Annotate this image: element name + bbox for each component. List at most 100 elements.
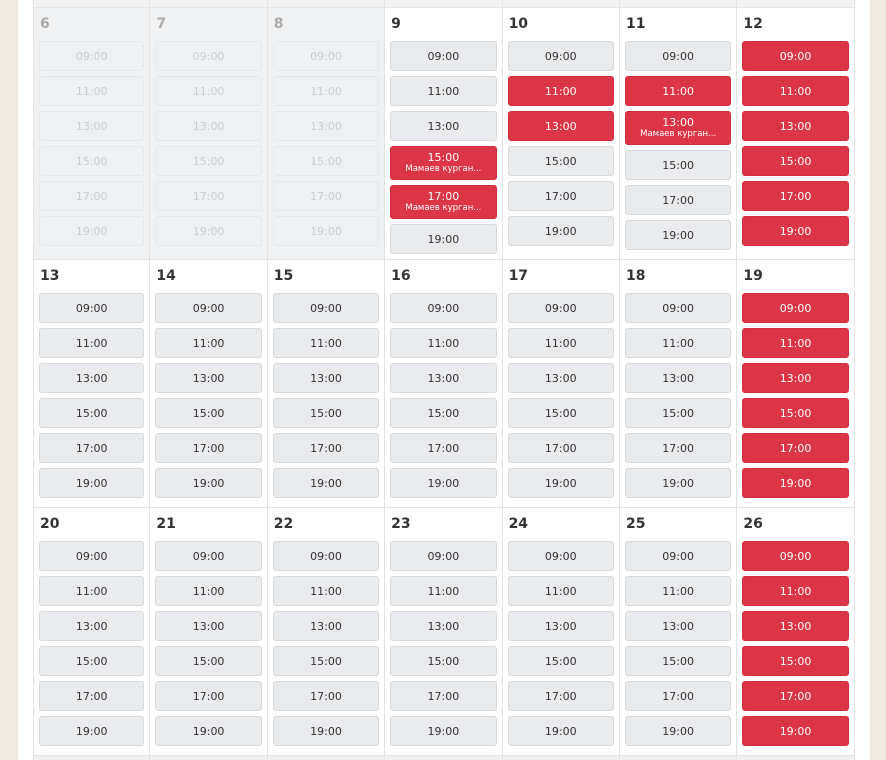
- time-slot[interactable]: 15:00: [742, 646, 849, 676]
- time-slot[interactable]: 15:00: [507, 398, 614, 428]
- time-slot[interactable]: 09:00: [155, 541, 262, 571]
- time-slot[interactable]: 17:00: [742, 681, 849, 711]
- time-slot[interactable]: 09:00: [507, 41, 614, 71]
- time-slot[interactable]: 15:00: [624, 398, 732, 428]
- time-slot[interactable]: 17:00: [155, 433, 262, 463]
- time-slot[interactable]: 17:00: [272, 433, 380, 463]
- time-slot[interactable]: 17:00: [507, 681, 614, 711]
- time-slot[interactable]: 19:00: [624, 716, 732, 746]
- time-slot[interactable]: 17:00: [39, 433, 145, 463]
- time-slot[interactable]: 17:00: [39, 681, 145, 711]
- time-slot[interactable]: 13:00: [390, 363, 497, 393]
- time-slot[interactable]: 09:00: [624, 541, 732, 571]
- time-slot[interactable]: 17:00 Мамаев курган...: [390, 185, 497, 219]
- time-slot[interactable]: 11:00: [507, 76, 614, 106]
- time-slot[interactable]: 09:00: [507, 541, 614, 571]
- time-slot[interactable]: 19:00: [155, 716, 262, 746]
- time-slot[interactable]: 13:00: [624, 363, 732, 393]
- time-slot[interactable]: 19:00: [507, 216, 614, 246]
- time-slot[interactable]: 15:00 Мамаев курган...: [390, 146, 497, 180]
- time-slot[interactable]: 17:00: [742, 433, 849, 463]
- time-slot[interactable]: 13:00: [155, 363, 262, 393]
- time-slot[interactable]: 15:00: [272, 646, 380, 676]
- time-slot[interactable]: 19:00: [742, 468, 849, 498]
- time-slot[interactable]: 11:00: [507, 576, 614, 606]
- time-slot[interactable]: 11:00: [624, 76, 732, 106]
- time-slot[interactable]: 09:00: [272, 293, 380, 323]
- time-slot[interactable]: 15:00: [390, 646, 497, 676]
- time-slot[interactable]: 09:00: [390, 293, 497, 323]
- time-slot[interactable]: 17:00: [742, 181, 849, 211]
- time-slot[interactable]: 11:00: [624, 328, 732, 358]
- time-slot[interactable]: 15:00: [272, 398, 380, 428]
- time-slot[interactable]: 13:00: [507, 611, 614, 641]
- time-slot[interactable]: 15:00: [742, 146, 849, 176]
- time-slot[interactable]: 11:00: [155, 576, 262, 606]
- time-slot[interactable]: 19:00: [390, 224, 497, 254]
- time-slot[interactable]: 13:00: [507, 111, 614, 141]
- time-slot[interactable]: 09:00: [742, 541, 849, 571]
- time-slot[interactable]: 19:00: [742, 716, 849, 746]
- time-slot[interactable]: 19:00: [272, 716, 380, 746]
- time-slot[interactable]: 11:00: [624, 576, 732, 606]
- time-slot[interactable]: 11:00: [390, 576, 497, 606]
- time-slot[interactable]: 15:00: [624, 150, 732, 180]
- time-slot[interactable]: 09:00: [624, 293, 732, 323]
- time-slot[interactable]: 13:00: [272, 363, 380, 393]
- time-slot[interactable]: 09:00: [272, 541, 380, 571]
- time-slot[interactable]: 19:00: [624, 220, 732, 250]
- time-slot[interactable]: 09:00: [155, 293, 262, 323]
- time-slot[interactable]: 19:00: [390, 716, 497, 746]
- time-slot[interactable]: 15:00: [390, 398, 497, 428]
- time-slot[interactable]: 11:00: [390, 328, 497, 358]
- time-slot[interactable]: 11:00: [390, 76, 497, 106]
- time-slot[interactable]: 11:00: [272, 576, 380, 606]
- time-slot[interactable]: 17:00: [390, 681, 497, 711]
- time-slot[interactable]: 13:00: [155, 611, 262, 641]
- time-slot[interactable]: 19:00: [507, 716, 614, 746]
- time-slot[interactable]: 17:00: [155, 681, 262, 711]
- time-slot[interactable]: 13:00 Мамаев курган...: [624, 111, 732, 145]
- time-slot[interactable]: 17:00: [507, 181, 614, 211]
- time-slot[interactable]: 11:00: [507, 328, 614, 358]
- time-slot[interactable]: 15:00: [624, 646, 732, 676]
- time-slot[interactable]: 13:00: [742, 363, 849, 393]
- time-slot[interactable]: 11:00: [39, 328, 145, 358]
- time-slot[interactable]: 09:00: [624, 41, 732, 71]
- time-slot[interactable]: 11:00: [155, 328, 262, 358]
- time-slot[interactable]: 09:00: [507, 293, 614, 323]
- time-slot[interactable]: 19:00: [742, 216, 849, 246]
- time-slot[interactable]: 17:00: [624, 433, 732, 463]
- time-slot[interactable]: 09:00: [39, 541, 145, 571]
- time-slot[interactable]: 13:00: [39, 363, 145, 393]
- time-slot[interactable]: 15:00: [507, 146, 614, 176]
- time-slot[interactable]: 13:00: [272, 611, 380, 641]
- time-slot[interactable]: 11:00: [272, 328, 380, 358]
- time-slot[interactable]: 09:00: [742, 293, 849, 323]
- time-slot[interactable]: 09:00: [742, 41, 849, 71]
- time-slot[interactable]: 15:00: [39, 646, 145, 676]
- time-slot[interactable]: 17:00: [624, 185, 732, 215]
- time-slot[interactable]: 15:00: [39, 398, 145, 428]
- time-slot[interactable]: 17:00: [507, 433, 614, 463]
- time-slot[interactable]: 11:00: [742, 576, 849, 606]
- time-slot[interactable]: 09:00: [390, 541, 497, 571]
- time-slot[interactable]: 19:00: [39, 716, 145, 746]
- time-slot[interactable]: 13:00: [39, 611, 145, 641]
- time-slot[interactable]: 17:00: [272, 681, 380, 711]
- time-slot[interactable]: 13:00: [507, 363, 614, 393]
- time-slot[interactable]: 11:00: [742, 76, 849, 106]
- time-slot[interactable]: 13:00: [742, 611, 849, 641]
- time-slot[interactable]: 19:00: [390, 468, 497, 498]
- time-slot[interactable]: 13:00: [390, 611, 497, 641]
- time-slot[interactable]: 15:00: [742, 398, 849, 428]
- time-slot[interactable]: 11:00: [39, 576, 145, 606]
- time-slot[interactable]: 19:00: [272, 468, 380, 498]
- time-slot[interactable]: 09:00: [390, 41, 497, 71]
- time-slot[interactable]: 09:00: [39, 293, 145, 323]
- time-slot[interactable]: 17:00: [624, 681, 732, 711]
- time-slot[interactable]: 19:00: [624, 468, 732, 498]
- time-slot[interactable]: 17:00: [390, 433, 497, 463]
- time-slot[interactable]: 15:00: [155, 646, 262, 676]
- time-slot[interactable]: 13:00: [624, 611, 732, 641]
